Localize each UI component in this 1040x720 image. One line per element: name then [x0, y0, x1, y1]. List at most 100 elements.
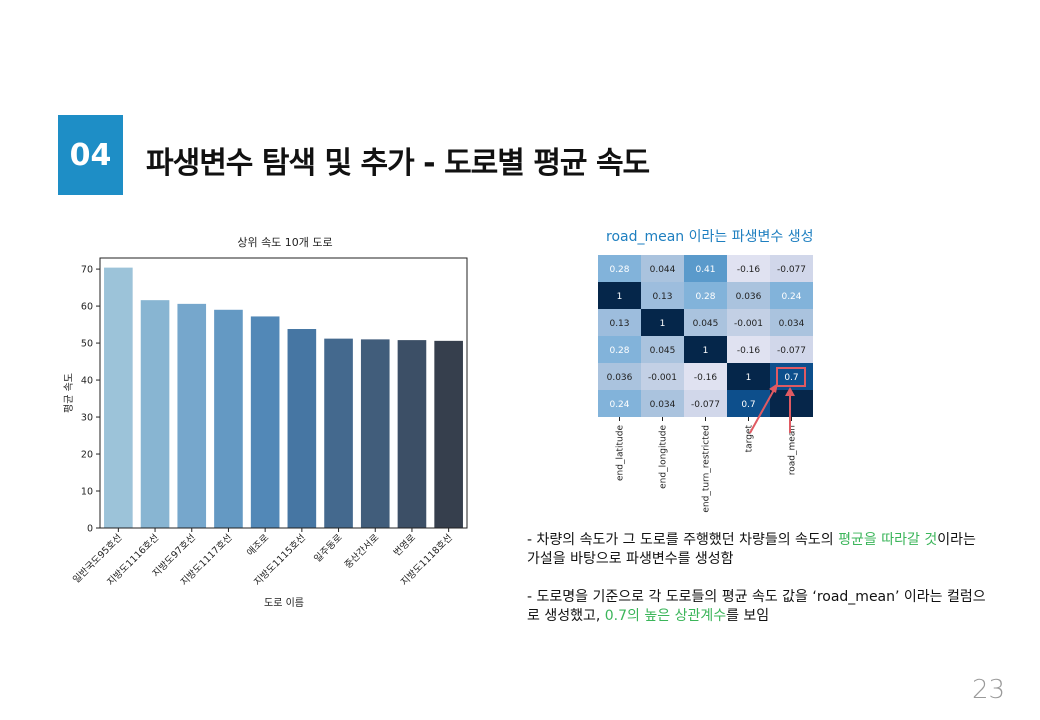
highlight-phrase: 평균을 따라갈 것 — [838, 532, 938, 548]
description-paragraph-1: - 차량의 속도가 그 도로를 주행했던 차량들의 속도의 평균을 따라갈 것이… — [527, 532, 976, 567]
x-tick-label: 중산간서로 — [343, 532, 382, 571]
heatmap-cell-value: 0.13 — [652, 292, 672, 302]
heatmap-cell-value: 0.28 — [609, 265, 629, 275]
heatmap-cell — [598, 282, 641, 309]
bar — [214, 309, 243, 528]
heatmap-cell-value: -0.16 — [694, 373, 718, 383]
page-number: 23 — [972, 675, 1006, 705]
heatmap-cell — [684, 282, 727, 309]
heatmap-cell-value: -0.001 — [648, 373, 677, 383]
heatmap-cell — [727, 255, 770, 282]
y-tick-label: 60 — [81, 302, 93, 313]
chart-plot-frame — [99, 257, 468, 529]
heatmap-cell — [641, 363, 684, 390]
heatmap-cell — [684, 336, 727, 363]
heatmap-cell-value: 0.036 — [736, 292, 762, 302]
heatmap-cell-value: 1 — [746, 373, 752, 383]
heatmap-cell — [770, 336, 813, 363]
heatmap-cell — [770, 282, 813, 309]
heatmap-cell-value: 1 — [617, 292, 623, 302]
annotation-arrowhead-2 — [785, 387, 795, 396]
heatmap-cell-value: -0.16 — [737, 346, 761, 356]
heatmap-cell-value: 0.034 — [779, 319, 805, 329]
heatmap-cell-value: -0.001 — [734, 319, 763, 329]
x-tick-label: 일주동로 — [312, 532, 345, 565]
slide-title: 파생변수 탐색 및 추가 - 도로별 평균 속도 — [146, 146, 650, 181]
description-text: - 차량의 속도가 그 도로를 주행했던 차량들의 속도의 평균을 따라갈 것이… — [527, 531, 987, 626]
heatmap-cell — [684, 255, 727, 282]
heatmap-column-label: end_turn_restricted — [702, 425, 712, 513]
heatmap-cell — [641, 336, 684, 363]
heatmap-cell-value: 0.7 — [784, 373, 798, 383]
bar — [360, 339, 390, 528]
heatmap-column-label: target — [745, 425, 755, 453]
heatmap-column-label: end_longitude — [659, 425, 669, 489]
heatmap-cell — [684, 390, 727, 417]
bar — [177, 303, 207, 528]
heatmap-cell-value: -0.077 — [777, 265, 806, 275]
heatmap-cell — [727, 336, 770, 363]
bar — [140, 300, 170, 528]
heatmap-cell — [684, 363, 727, 390]
y-tick-label: 20 — [81, 450, 93, 461]
heatmap-cell — [770, 255, 813, 282]
heatmap-cell-value: 0.28 — [609, 346, 629, 356]
x-tick-label: 애조로 — [245, 532, 272, 559]
heatmap-cell — [770, 309, 813, 336]
heatmap-cell-value: 0.24 — [781, 292, 801, 302]
heatmap-cell — [598, 363, 641, 390]
heatmap-cell-value: 1 — [703, 346, 709, 356]
section-number-badge: 04 — [58, 115, 123, 195]
highlight-box — [776, 367, 806, 387]
heatmap-cell — [727, 309, 770, 336]
heatmap-cell — [641, 309, 684, 336]
heatmap-cell-value: 0.045 — [650, 346, 676, 356]
heatmap-column-label: road_mean — [788, 425, 798, 475]
correlation-heatmap: 0.28 0.044 0.41 -0.16 -0.077 1 0.13 0.28 0.036 0.… — [598, 255, 813, 513]
heatmap-cell-value: 0.036 — [607, 373, 633, 383]
x-tick-label: 번영로 — [392, 532, 419, 559]
bar — [397, 340, 427, 528]
bar — [250, 316, 280, 528]
heatmap-cell-value: -0.16 — [737, 265, 761, 275]
y-tick-label: 0 — [87, 524, 93, 535]
y-tick-label: 70 — [81, 265, 93, 276]
heatmap-cell-value: 0.41 — [695, 265, 715, 275]
heatmap-cell-value: 1 — [660, 319, 666, 329]
heatmap-cell-value: 0.24 — [609, 400, 629, 410]
heatmap-cell — [641, 255, 684, 282]
bar — [287, 329, 317, 528]
heatmap-cell-value: 0.7 — [741, 400, 755, 410]
highlight-phrase: 0.7의 높은 상관계수 — [604, 608, 727, 624]
heatmap-caption: road_mean 이라는 파생변수 생성 — [606, 229, 814, 245]
heatmap-cell — [727, 363, 770, 390]
chart-x-axis-label: 도로 이름 — [264, 597, 304, 609]
y-tick-label: 10 — [81, 487, 93, 498]
heatmap-cell-value: 0.034 — [650, 400, 676, 410]
chart-title: 상위 속도 10개 도로 — [237, 236, 332, 249]
heatmap-cell — [684, 309, 727, 336]
annotation-arrowhead-1 — [769, 383, 778, 393]
annotation-arrow-1 — [749, 387, 776, 434]
description-paragraph-2: - 도로명을 기준으로 각 도로들의 평균 속도 값을 ‘road_mean’ … — [527, 589, 986, 624]
bar — [324, 338, 353, 528]
heatmap-column-label: end_latitude — [616, 425, 626, 481]
heatmap-cell-value: 0.045 — [693, 319, 719, 329]
heatmap-cell-value: -0.077 — [691, 400, 720, 410]
heatmap-cell — [598, 255, 641, 282]
heatmap-cell — [641, 390, 684, 417]
heatmap-cell — [727, 282, 770, 309]
heatmap-cell-value: 0.28 — [695, 292, 715, 302]
heatmap-cell-value: 0.13 — [609, 319, 629, 329]
bar — [434, 340, 463, 528]
chart-y-axis-label: 평균 속도 — [63, 373, 75, 413]
y-tick-label: 40 — [81, 376, 93, 387]
heatmap-cell — [641, 282, 684, 309]
heatmap-cell-value: 0.044 — [650, 265, 676, 275]
heatmap-cell — [598, 390, 641, 417]
heatmap-cell — [598, 309, 641, 336]
heatmap-cell — [727, 390, 770, 417]
y-tick-label: 50 — [81, 339, 93, 350]
heatmap-cell — [598, 336, 641, 363]
